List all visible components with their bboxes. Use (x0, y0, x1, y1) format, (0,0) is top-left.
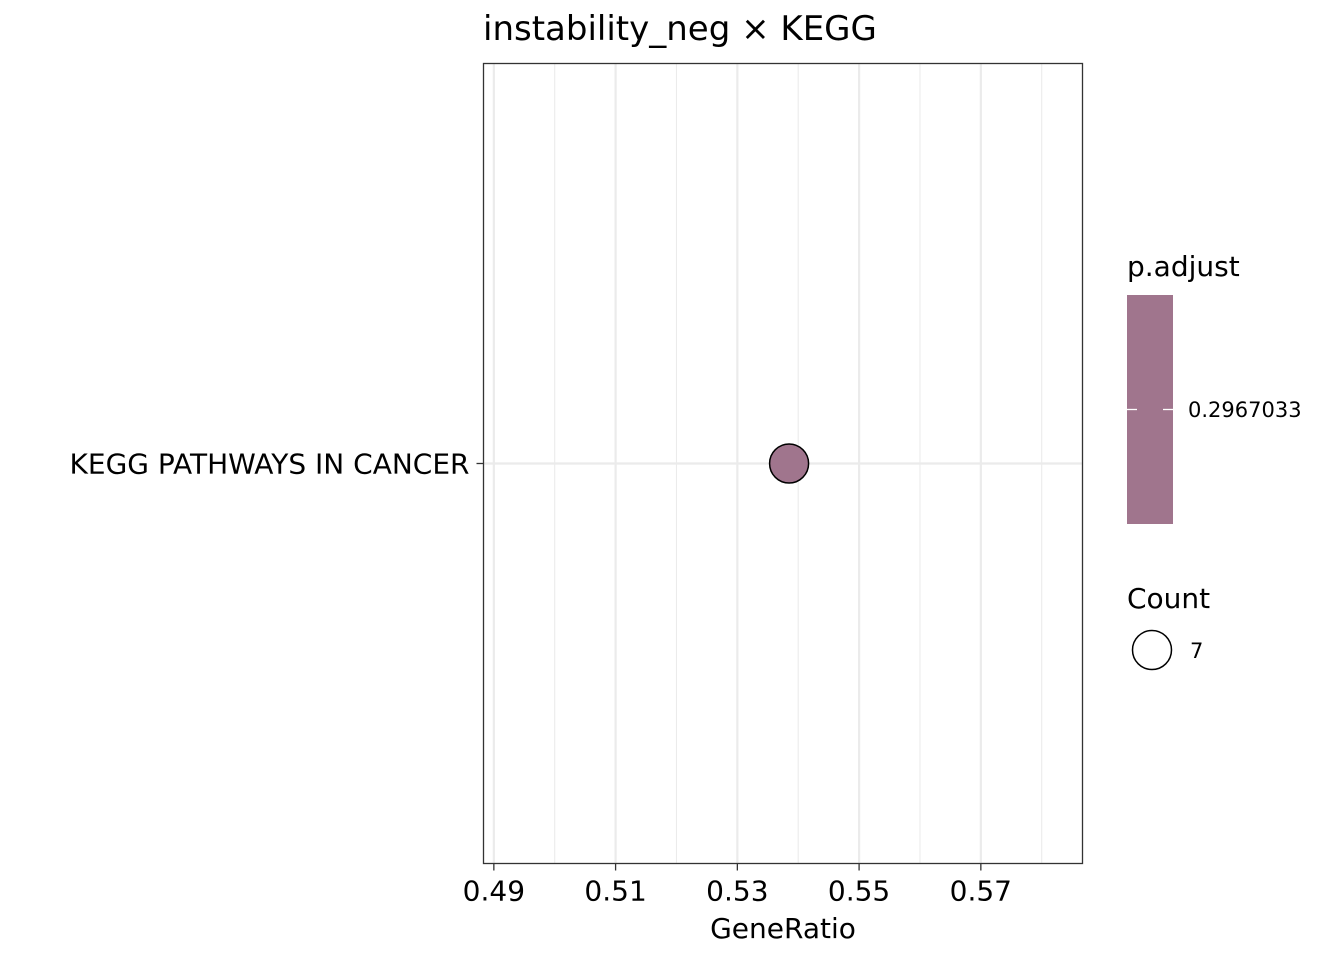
grid-lines (483, 63, 1083, 864)
x-tick-label: 0.51 (584, 875, 646, 908)
x-axis: 0.49 0.51 0.53 0.55 0.57 (463, 863, 1012, 908)
x-tick-label: 0.55 (828, 875, 890, 908)
size-legend-label: 7 (1190, 639, 1203, 663)
chart-title: instability_neg × KEGG (483, 9, 877, 49)
size-legend-key (1131, 629, 1173, 671)
y-axis: KEGG PATHWAYS IN CANCER (70, 448, 484, 481)
y-tick-label: KEGG PATHWAYS IN CANCER (70, 448, 470, 481)
color-legend-title: p.adjust (1127, 250, 1240, 283)
size-legend: Count 7 (1127, 582, 1210, 671)
data-point (768, 443, 810, 484)
x-tick-label: 0.57 (950, 875, 1012, 908)
data-points (768, 443, 810, 484)
x-tick-label: 0.53 (706, 875, 768, 908)
x-axis-title: GeneRatio (710, 912, 856, 945)
x-tick-label: 0.49 (463, 875, 525, 908)
size-legend-title: Count (1127, 582, 1210, 615)
color-legend-label: 0.2967033 (1188, 398, 1302, 422)
color-legend: p.adjust 0.2967033 (1127, 250, 1302, 524)
